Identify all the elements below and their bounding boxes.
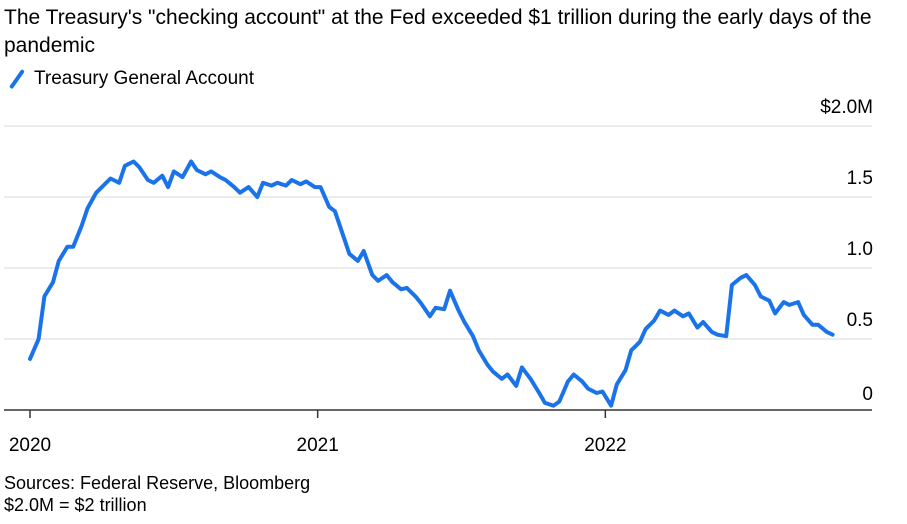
- footer: Sources: Federal Reserve, Bloomberg $2.0…: [4, 472, 310, 516]
- series-layer: [28, 159, 835, 408]
- y-tick-label: 1.0: [847, 239, 873, 260]
- sources-note: Sources: Federal Reserve, Bloomberg: [4, 473, 311, 493]
- series-line-treasury-general-account: [28, 159, 835, 408]
- x-axis: 2020 2021 2022: [4, 409, 872, 456]
- y-tick-label: 0.5: [847, 310, 873, 331]
- x-tick-label: 2021: [297, 435, 339, 456]
- y-tick-label: 1.5: [847, 168, 873, 189]
- y-tick-label: 0: [862, 384, 873, 405]
- legend: Treasury General Account: [8, 68, 254, 90]
- x-tick-label: 2020: [9, 435, 51, 456]
- chart-title: The Treasury's "checking account" at the…: [4, 6, 872, 57]
- y-tick-label: $2.0M: [820, 97, 873, 118]
- gridlines: [4, 125, 872, 340]
- y-axis-labels: 0 0.5 1.0 1.5 $2.0M: [820, 97, 873, 405]
- unit-note: $2.0M = $2 trillion: [4, 495, 147, 515]
- x-tick-label: 2022: [584, 435, 626, 456]
- legend-label: Treasury General Account: [34, 68, 255, 89]
